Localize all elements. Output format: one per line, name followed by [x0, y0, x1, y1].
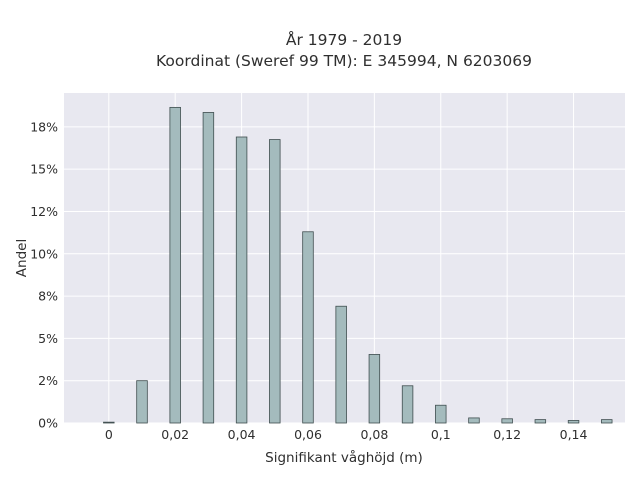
- x-tick-label: 0,12: [493, 427, 521, 442]
- x-tick-label: 0,06: [294, 427, 322, 442]
- histogram-bar: [269, 139, 281, 424]
- histogram-bar: [534, 419, 547, 424]
- histogram-bar: [368, 354, 381, 424]
- histogram-bar: [335, 305, 347, 424]
- chart-title-line-1: År 1979 - 2019: [286, 30, 402, 49]
- x-tick-label: 0,14: [560, 427, 588, 442]
- y-tick-label: 12%: [30, 204, 58, 219]
- y-tick-label: 10%: [30, 246, 58, 261]
- histogram-bar: [103, 421, 115, 424]
- x-axis-label: Signifikant våghöjd (m): [265, 449, 423, 466]
- histogram-bar: [235, 136, 248, 424]
- chart-title-line-2: Koordinat (Sweref 99 TM): E 345994, N 62…: [156, 52, 532, 70]
- y-tick-label: 15%: [30, 162, 58, 177]
- histogram-bar: [501, 418, 513, 424]
- tick-labels: 0% 2% 5% 8% 10% 12% 15% 18% 0 0,02 0,04 0,06 0,08 0,1…: [30, 119, 587, 442]
- histogram-bar: [435, 404, 447, 424]
- x-tick-label: 0,1: [431, 427, 451, 442]
- histogram-bar: [302, 231, 314, 424]
- x-tick-label: 0: [105, 427, 113, 442]
- bars: [103, 106, 613, 424]
- histogram-bar: [169, 106, 181, 424]
- y-tick-label: 0%: [38, 416, 58, 431]
- x-tick-label: 0,08: [360, 427, 388, 442]
- y-tick-label: 2%: [38, 373, 58, 388]
- y-tick-label: 5%: [38, 331, 58, 346]
- histogram-bar: [601, 419, 613, 424]
- y-axis-label: Andel: [14, 239, 30, 277]
- histogram-bar: [202, 112, 215, 424]
- histogram-bar: [567, 420, 580, 424]
- x-tick-label: 0,02: [161, 427, 189, 442]
- y-tick-label: 18%: [30, 119, 58, 134]
- y-tick-label: 8%: [38, 289, 58, 304]
- histogram-bar: [136, 380, 148, 424]
- histogram-bar: [468, 417, 480, 424]
- histogram-bar: [401, 385, 414, 424]
- x-tick-label: 0,04: [228, 427, 256, 442]
